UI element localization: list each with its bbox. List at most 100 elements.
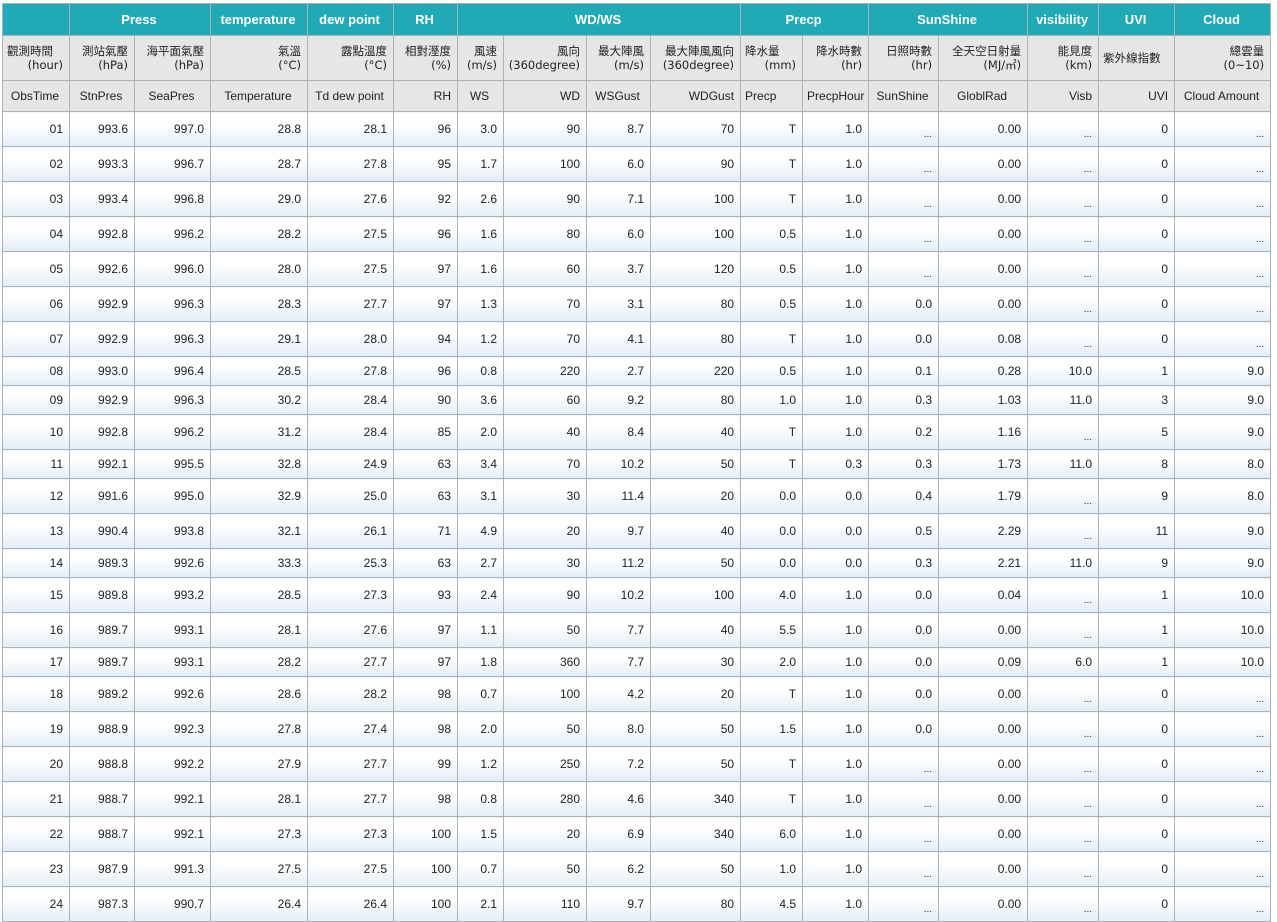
- column-header-unit: (MJ/㎡): [983, 58, 1022, 72]
- table-cell: 0.00: [938, 851, 1029, 887]
- table-cell: 15: [2, 577, 70, 613]
- table-cell: 991.6: [69, 478, 135, 514]
- table-cell: 28.0: [307, 321, 395, 357]
- table-cell: 989.8: [69, 577, 135, 613]
- table-cell: ...: [1027, 781, 1100, 817]
- table-cell: 9.0: [1174, 513, 1272, 549]
- table-cell: 0: [1098, 146, 1176, 182]
- column-header-cn: 降水時數 (hr): [802, 35, 870, 81]
- table-cell: 9.0: [1174, 548, 1272, 578]
- column-header-cn: 全天空日射量 (MJ/㎡): [938, 35, 1029, 81]
- table-row: 02 993.3 996.7 28.7 27.8 95 1.7 100 6.0 90 T 1.0...…: [2, 146, 1272, 182]
- table-cell: 1.0: [802, 577, 870, 613]
- table-cell: 0.0: [802, 478, 870, 514]
- table-cell: 27.7: [307, 781, 395, 817]
- table-cell: ...: [1027, 321, 1100, 357]
- table-cell: 3.0: [457, 111, 505, 147]
- column-header-unit: (m/s): [613, 58, 645, 72]
- table-cell: 08: [2, 356, 70, 386]
- table-cell: 06: [2, 286, 70, 322]
- column-header-unit: (360degree): [508, 58, 581, 72]
- column-header-en: GloblRad: [938, 80, 1029, 112]
- table-cell: 96: [393, 111, 459, 147]
- column-header-en: Precp: [740, 80, 804, 112]
- table-cell: ...: [868, 816, 940, 852]
- table-cell: 27.6: [307, 612, 395, 648]
- table-cell: 995.0: [133, 478, 212, 514]
- table-cell: 220: [503, 356, 588, 386]
- column-header-cn-name: 風向: [557, 44, 581, 58]
- table-cell: 04: [2, 216, 70, 252]
- table-cell: T: [740, 146, 804, 182]
- table-cell: 0.7: [457, 851, 505, 887]
- column-header-unit: (°C): [278, 58, 302, 72]
- table-cell: 10.0: [1027, 356, 1100, 386]
- table-cell: 6.0: [586, 146, 652, 182]
- table-cell: 992.6: [133, 548, 212, 578]
- table-cell: 63: [393, 478, 459, 514]
- table-cell: 1.2: [457, 746, 505, 782]
- group-header: WD/WS: [457, 3, 742, 36]
- table-cell: 0: [1098, 676, 1176, 712]
- table-cell: 0: [1098, 286, 1176, 322]
- table-cell: 27.5: [307, 851, 395, 887]
- column-header-unit: (hr): [911, 58, 933, 72]
- group-header: [2, 3, 70, 36]
- table-cell: 96: [393, 356, 459, 386]
- table-cell: 27.8: [307, 146, 395, 182]
- column-header-en: Visb: [1027, 80, 1100, 112]
- table-cell: 992.9: [69, 385, 135, 415]
- column-header-cn-name: 風速: [474, 44, 498, 58]
- table-cell: 6.0: [586, 216, 652, 252]
- table-cell: 28.1: [210, 781, 309, 817]
- table-cell: 0.00: [938, 816, 1029, 852]
- table-cell: 2.0: [457, 414, 505, 450]
- table-row: 15 989.8 993.2 28.5 27.3 93 2.4 90 10.2 100 4.0 1.0…: [2, 577, 1272, 613]
- table-cell: 1.0: [740, 851, 804, 887]
- table-cell: 27.4: [307, 711, 395, 747]
- table-cell: 27.6: [307, 181, 395, 217]
- table-cell: 2.7: [586, 356, 652, 386]
- table-cell: 98: [393, 781, 459, 817]
- table-cell: ...: [868, 781, 940, 817]
- table-cell: 97: [393, 286, 459, 322]
- table-cell: 28.3: [210, 286, 309, 322]
- table-cell: 24.9: [307, 449, 395, 479]
- table-cell: 01: [2, 111, 70, 147]
- table-cell: 0.7: [457, 676, 505, 712]
- table-row: 11 992.1 995.5 32.8 24.9 63 3.4 70 10.2 50 T 0.3 0.3…: [2, 449, 1272, 479]
- table-cell: 9.7: [586, 513, 652, 549]
- column-header-cn-name: 露點溫度: [341, 44, 388, 58]
- table-cell: 990.4: [69, 513, 135, 549]
- table-row: 08 993.0 996.4 28.5 27.8 96 0.8 220 2.7 220 0.5 1.0…: [2, 356, 1272, 386]
- column-header-en: ObsTime: [2, 80, 70, 112]
- table-cell: 05: [2, 251, 70, 287]
- table-cell: 996.0: [133, 251, 212, 287]
- table-cell: T: [740, 321, 804, 357]
- table-cell: 11.0: [1027, 385, 1100, 415]
- table-cell: 110: [503, 886, 588, 922]
- table-cell: 16: [2, 612, 70, 648]
- table-cell: 6.0: [740, 816, 804, 852]
- table-cell: ...: [868, 886, 940, 922]
- table-cell: 28.2: [210, 216, 309, 252]
- table-cell: 63: [393, 449, 459, 479]
- table-cell: 120: [650, 251, 742, 287]
- column-header-cn-name: 降水量: [745, 44, 780, 58]
- table-cell: 26.4: [307, 886, 395, 922]
- table-cell: 100: [503, 676, 588, 712]
- column-header-cn: 紫外線指數: [1098, 35, 1176, 81]
- table-cell: 0: [1098, 711, 1176, 747]
- table-cell: 992.9: [69, 321, 135, 357]
- table-cell: 14: [2, 548, 70, 578]
- group-header: Cloud: [1174, 3, 1272, 36]
- group-header: dew point: [307, 3, 395, 36]
- table-cell: 1: [1098, 577, 1176, 613]
- table-cell: 1.0: [802, 647, 870, 677]
- table-cell: 360: [503, 647, 588, 677]
- table-cell: 28.6: [210, 676, 309, 712]
- table-cell: 10: [2, 414, 70, 450]
- table-cell: 4.0: [740, 577, 804, 613]
- table-cell: 2.0: [740, 647, 804, 677]
- table-cell: 993.1: [133, 612, 212, 648]
